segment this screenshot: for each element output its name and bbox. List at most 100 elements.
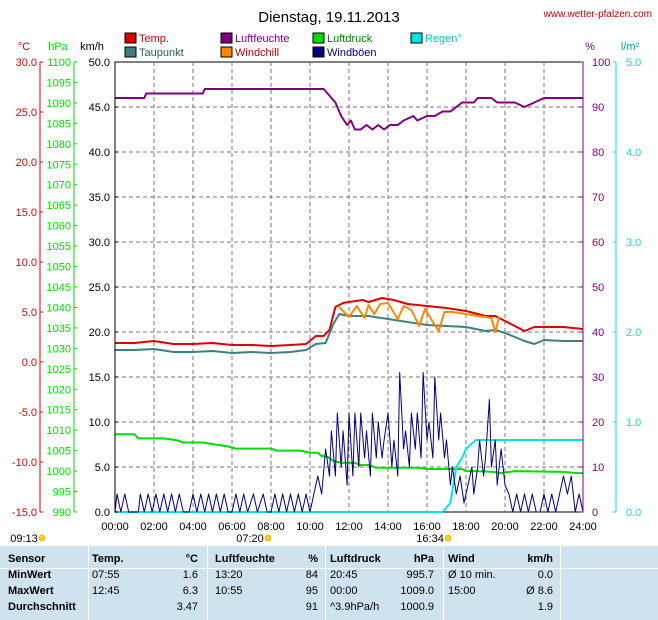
sunset-sun-icon [444,534,452,542]
site-link[interactable]: www.wetter-pfalzen.com [543,9,652,20]
humidity-axis-tick-label: 70 [592,192,604,204]
temp-axis-tick-label: 0.0 [22,357,37,369]
rain-axis-tick-label: 3.0 [626,237,641,249]
legend-swatch [220,32,233,44]
humidity-axis-tick-label: 10 [592,462,604,474]
rain-axis-tick-label: 0.0 [626,507,641,519]
moonset-sun-icon [38,534,46,542]
legend-label: Luftfeuchte [235,33,289,45]
pressure-axis-tick-label: 1080 [47,139,71,151]
pressure-axis-tick-label: 1045 [47,282,71,294]
series-line-luftdruck [115,433,583,475]
wind-axis-tick-label: 15.0 [89,372,110,384]
pressure-axis-tick-label: 1010 [47,425,71,437]
legend-swatch [124,46,137,58]
rain-axis-tick-label: 2.0 [626,327,641,339]
table-header-cell: Luftfeuchte [215,553,275,565]
temp-axis-tick-label: 20.0 [16,157,37,169]
table-cell: MinWert [8,569,52,581]
wind-axis-tick-label: 35.0 [89,192,110,204]
legend-swatch [312,32,325,44]
rain-axis-tick-label: 5.0 [626,57,641,69]
table-cell: 00:00 [330,585,358,597]
axis-unit-label: °C [18,41,30,53]
table-cell: 91 [305,601,318,613]
table-cell: MaxWert [8,585,54,597]
table-cell: 10:55 [215,585,243,597]
humidity-axis-tick-label: 50 [592,282,604,294]
stats-table: Sensor Temp. °C Luftfeuchte% Luftdruck hPa Win… [0,546,658,620]
legend-label: Windböen [327,47,377,59]
table-header-cell: °C [185,553,198,565]
table-cell: 0.0 [537,569,553,581]
humidity-axis-tick-label: 40 [592,327,604,339]
table-cell: 13:20 [215,569,243,581]
wind-axis-tick-label: 50.0 [89,57,110,69]
x-tick-label: 24:00 [569,521,597,533]
wind-axis-tick-label: 0.0 [95,507,110,519]
legend-label: Luftdruck [327,33,373,45]
axis-unit-label: hPa [48,41,68,53]
x-tick-label: 20:00 [491,521,519,533]
table-header-cell: hPa [413,553,434,565]
temp-axis-tick-label: 30.0 [16,57,37,69]
legend-swatch [410,32,423,44]
humidity-axis-tick-label: 100 [592,57,610,69]
pressure-axis-tick-label: 1030 [47,343,71,355]
table-column-divider [560,546,561,620]
table-cell: 1.9 [537,601,553,613]
series-line-taupunkt [115,313,583,354]
wind-axis-tick-label: 30.0 [89,237,110,249]
table-cell: 12:45 [92,585,120,597]
series-line-luftfeuchte [115,88,583,131]
chart-grid [114,61,584,513]
table-cell: Ø 10 min. [448,569,496,581]
pressure-axis-tick-label: 1000 [47,466,71,478]
series-line-regen [115,439,583,513]
temp-axis-tick-label: -10.0 [12,457,37,469]
chart-series [114,88,584,513]
table-cell: ^3.9hPa/h [330,601,380,613]
humidity-axis-tick-label: 30 [592,372,604,384]
humidity-axis-tick-label: 90 [592,102,604,114]
pressure-axis-tick-label: 1065 [47,200,71,212]
series-line-windchill [338,302,501,333]
pressure-axis-tick-label: 1015 [47,405,71,417]
temp-axis-tick-label: 15.0 [16,207,37,219]
pressure-axis-tick-label: 1050 [47,262,71,274]
table-cell: 84 [305,569,318,581]
table-cell: 3.47 [176,601,198,613]
pressure-axis-tick-label: 1040 [47,302,71,314]
wind-axis-tick-label: 10.0 [89,417,110,429]
pressure-axis-tick-label: 1055 [47,241,71,253]
pressure-axis-tick-label: 1075 [47,159,71,171]
table-cell: 20:45 [330,569,358,581]
x-tick-label: 06:00 [218,521,246,533]
legend-label: Regen° [425,33,462,45]
legend-label: Taupunkt [139,47,184,59]
x-tick-label: 16:00 [413,521,441,533]
pressure-axis-tick-label: 990 [53,507,71,519]
temp-axis-tick-label: 25.0 [16,107,37,119]
chart-legend: Temp. Luftfeuchte Luftdruck Regen° Taupunkt W… [124,32,462,59]
pressure-axis-tick-label: 1090 [47,98,71,110]
rain-axis-tick-label: 4.0 [626,147,641,159]
wind-axis-tick-label: 25.0 [89,282,110,294]
x-tick-label: 22:00 [530,521,558,533]
pressure-axis-tick-label: 1005 [47,446,71,458]
pressure-axis-tick-label: 1085 [47,118,71,130]
pressure-axis-tick-label: 1100 [47,57,71,69]
x-tick-label: 14:00 [374,521,402,533]
x-tick-label: 02:00 [140,521,168,533]
table-header-cell: % [308,553,318,565]
pressure-axis-tick-label: 1025 [47,364,71,376]
sunset-time: 16:34 [416,533,444,545]
pressure-axis-tick-label: 1020 [47,384,71,396]
wind-axis-tick-label: 45.0 [89,102,110,114]
pressure-axis-tick-label: 1060 [47,221,71,233]
humidity-axis-tick-label: 20 [592,417,604,429]
sunrise-sun-icon [264,534,272,542]
temp-axis-tick-label: 10.0 [16,257,37,269]
table-column-divider [88,546,89,620]
table-header-cell: Temp. [92,553,124,565]
